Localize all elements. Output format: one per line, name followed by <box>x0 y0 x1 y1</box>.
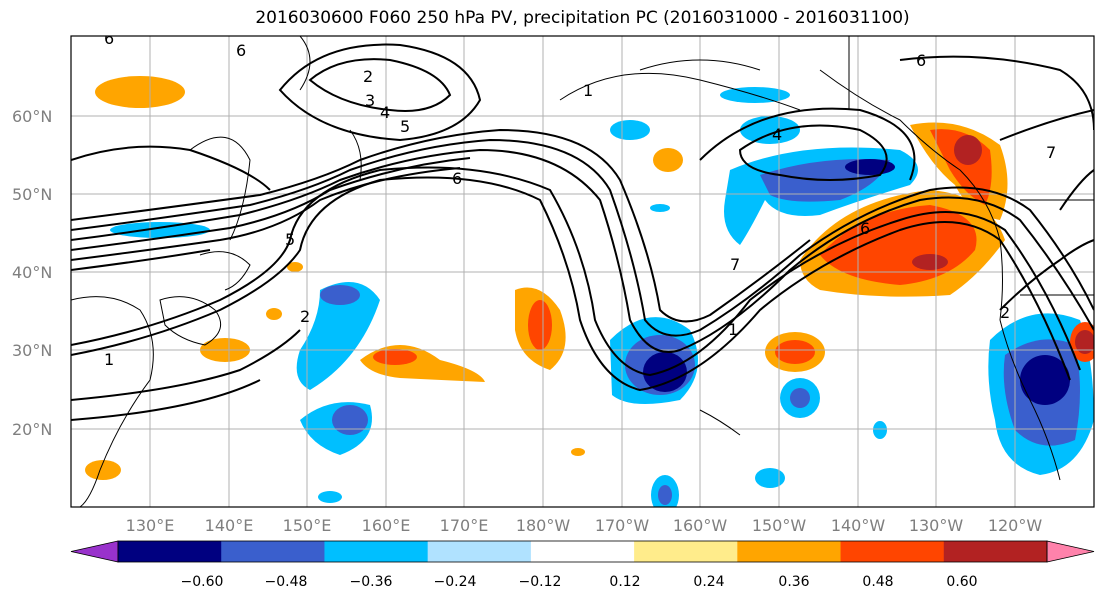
lat-label: 30°N <box>12 341 52 360</box>
svg-text:7: 7 <box>1046 143 1056 162</box>
colorbar-segment <box>943 541 1048 562</box>
svg-text:5: 5 <box>400 117 410 136</box>
lon-label: 130°W <box>909 516 964 535</box>
pv-contours <box>71 43 1094 421</box>
map-frame <box>70 35 1095 508</box>
svg-text:2: 2 <box>363 67 373 86</box>
lat-label: 40°N <box>12 263 52 282</box>
lon-label: 150°W <box>752 516 807 535</box>
colorbar-extend-high <box>1046 540 1095 563</box>
gridlines <box>71 36 1094 507</box>
svg-text:3: 3 <box>365 91 375 110</box>
colorbar-tick: 0.60 <box>946 574 977 590</box>
lat-label: 20°N <box>12 420 52 439</box>
colorbar-segment <box>221 541 325 562</box>
latitude-labels: 60°N 50°N 40°N 30°N 20°N <box>12 107 52 439</box>
lon-label: 150°E <box>283 516 332 535</box>
svg-text:6: 6 <box>860 219 870 238</box>
colorbar-tick: −0.60 <box>181 574 224 590</box>
lon-label: 120°W <box>988 516 1043 535</box>
lon-label: 140°W <box>831 516 886 535</box>
colorbar-tick: −0.12 <box>519 574 562 590</box>
svg-text:1: 1 <box>728 320 738 339</box>
svg-text:6: 6 <box>236 41 246 60</box>
colorbar-segment <box>737 541 842 562</box>
lat-label: 50°N <box>12 185 52 204</box>
lon-label: 170°W <box>595 516 650 535</box>
colorbar-tick-labels: −0.60 −0.48 −0.36 −0.24 −0.12 0.12 0.24 … <box>181 574 978 590</box>
colorbar-extend-low <box>70 540 119 563</box>
lat-label: 60°N <box>12 107 52 126</box>
colorbar-frame <box>117 540 1048 563</box>
colorbar-segment <box>840 541 945 562</box>
svg-text:6: 6 <box>916 51 926 70</box>
lon-label: 160°W <box>673 516 728 535</box>
colorbar-tick: 0.48 <box>862 574 893 590</box>
coastlines <box>71 36 1094 507</box>
svg-text:6: 6 <box>104 29 114 48</box>
svg-text:1: 1 <box>104 350 114 369</box>
lon-label: 170°E <box>440 516 489 535</box>
colorbar-tick: −0.48 <box>265 574 308 590</box>
colorbar-tick: −0.24 <box>434 574 477 590</box>
svg-text:4: 4 <box>772 125 782 144</box>
colorbar-segment <box>427 541 532 562</box>
svg-text:6: 6 <box>452 169 462 188</box>
colorbar-segment <box>634 541 738 562</box>
svg-text:2: 2 <box>1000 303 1010 322</box>
colorbar-tick: 0.24 <box>693 574 724 590</box>
colorbar-segment <box>530 541 635 562</box>
lon-label: 130°E <box>126 516 175 535</box>
svg-text:1: 1 <box>583 81 593 100</box>
longitude-labels: 130°E 140°E 150°E 160°E 170°E 180°W 170°… <box>126 516 1043 535</box>
lon-label: 180°W <box>516 516 571 535</box>
colorbar <box>70 540 1095 563</box>
contour-labels: 2 3 4 5 6 6 6 4 6 7 7 1 2 1 1 6 2 5 <box>104 29 1056 369</box>
colorbar-segment <box>118 541 222 562</box>
colorbar-tick: 0.12 <box>609 574 640 590</box>
map-title: 2016030600 F060 250 hPa PV, precipitatio… <box>255 8 910 28</box>
colorbar-segment <box>324 541 429 562</box>
lon-label: 140°E <box>205 516 254 535</box>
svg-text:4: 4 <box>380 103 390 122</box>
svg-text:5: 5 <box>285 230 295 249</box>
lon-label: 160°E <box>362 516 411 535</box>
svg-text:7: 7 <box>730 255 740 274</box>
svg-text:2: 2 <box>300 307 310 326</box>
colorbar-tick: −0.36 <box>350 574 393 590</box>
colorbar-tick: 0.36 <box>778 574 809 590</box>
